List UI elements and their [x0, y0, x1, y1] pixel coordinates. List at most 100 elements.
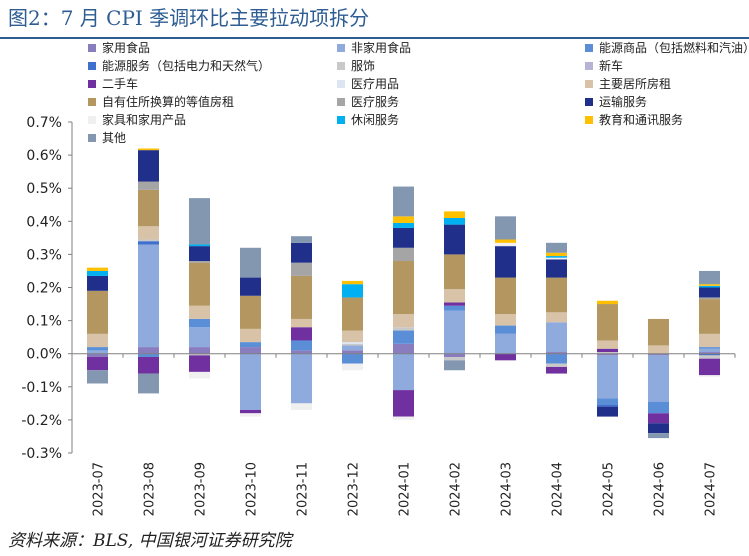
bar-segment [342, 343, 363, 346]
bar-segment [138, 357, 159, 374]
bar-segment [597, 300, 618, 305]
x-tick-label: 2024-05 [602, 462, 617, 516]
bar-segment [291, 275, 312, 319]
bar-segment [342, 284, 363, 298]
bar-segment [546, 322, 567, 353]
legend-swatch [585, 44, 593, 52]
x-tick-label: 2023-08 [143, 462, 158, 516]
bar-segment [699, 347, 720, 349]
legend-label: 家具和家用产品 [102, 112, 186, 127]
legend-swatch [337, 80, 345, 88]
legend-swatch [88, 98, 96, 106]
bar-segment [393, 222, 414, 228]
bar-segment [138, 226, 159, 240]
bar-segment [138, 239, 159, 242]
bar-segment [444, 353, 465, 358]
bar-segment [87, 333, 108, 348]
bar-segment [87, 290, 108, 334]
bar-segment [495, 333, 516, 354]
bar-segment [240, 328, 261, 343]
bar-segment [189, 198, 210, 245]
y-tick-label: 0.4% [26, 214, 62, 230]
bar-segment [597, 406, 618, 417]
bar-segment [87, 347, 108, 351]
legend-label: 其他 [102, 131, 126, 145]
y-tick-label: -0.3% [21, 446, 62, 462]
bar-segment [495, 239, 516, 243]
legend-swatch [337, 62, 345, 70]
bar-segment [291, 353, 312, 404]
bar-segment [444, 305, 465, 311]
bar-segment [342, 363, 363, 371]
legend-swatch [585, 116, 593, 124]
x-tick-label: 2024-03 [500, 462, 515, 516]
bar-segment [189, 261, 210, 263]
bar-segment [597, 398, 618, 406]
bar-segment [546, 256, 567, 258]
x-tick-label: 2024-01 [398, 462, 413, 516]
bar-segment [546, 366, 567, 374]
bar-segment [240, 247, 261, 278]
bar-segment [393, 390, 414, 417]
x-tick-label: 2024-06 [653, 462, 668, 516]
bar-segment [648, 345, 669, 354]
bar-segment [240, 347, 261, 354]
legend-swatch [337, 44, 345, 52]
bar-segment [291, 262, 312, 276]
bar-segment [546, 363, 567, 367]
legend-swatch [585, 80, 593, 88]
bar-segment [699, 352, 720, 354]
bar-segment [546, 312, 567, 323]
bar-segment [393, 353, 414, 391]
bar-segment [189, 353, 210, 356]
bar-segment [699, 375, 720, 377]
bar-segment [546, 277, 567, 313]
bar-segment [444, 360, 465, 371]
bar-segment [189, 347, 210, 354]
title-rule [0, 37, 749, 39]
bar-segment [240, 342, 261, 348]
bar-segment [699, 355, 720, 359]
bar-segment [138, 353, 159, 358]
chart-title: 图2：7 月 CPI 季调环比主要拉动项拆分 [8, 6, 370, 30]
bar-segment [291, 242, 312, 263]
bar-segment [444, 217, 465, 225]
legend-swatch [585, 62, 593, 70]
legend-label: 能源商品（包括燃料和汽油） [599, 40, 749, 55]
y-tick-label: -0.1% [21, 380, 62, 396]
y-tick-label: -0.2% [21, 413, 62, 429]
legend-label: 能源服务（包括电力和天然气） [102, 58, 270, 73]
bar-segment [342, 280, 363, 285]
bar-segment [189, 246, 210, 262]
legend-swatch [88, 80, 96, 88]
bar-segment [240, 413, 261, 417]
bar-segment [291, 403, 312, 410]
bar-segment [444, 289, 465, 303]
bar-segment [291, 318, 312, 328]
bar-segment [189, 305, 210, 319]
bar-segment [444, 211, 465, 218]
bar-segment [342, 342, 363, 344]
bar-segment [240, 277, 261, 296]
bar-segment [189, 327, 210, 348]
bar-segment [138, 148, 159, 151]
legend-label: 家用食品 [102, 40, 150, 55]
legend-swatch [88, 44, 96, 52]
bar-segment [597, 348, 618, 353]
bar-segment [597, 355, 618, 399]
bar-segment [291, 236, 312, 243]
bar-segment [189, 355, 210, 372]
bar-segment [87, 370, 108, 384]
bar-segment [699, 270, 720, 285]
legend-swatch [337, 116, 345, 124]
bar-segment [495, 325, 516, 334]
bar-segment [648, 433, 669, 439]
bar-segment [138, 347, 159, 354]
bar-segment [393, 216, 414, 223]
bar-segment [597, 352, 618, 354]
y-tick-label: 0.5% [26, 181, 62, 197]
bar-segment [138, 244, 159, 348]
bar-segment [597, 340, 618, 349]
bar-segment [597, 405, 618, 407]
bar-segment [291, 350, 312, 354]
